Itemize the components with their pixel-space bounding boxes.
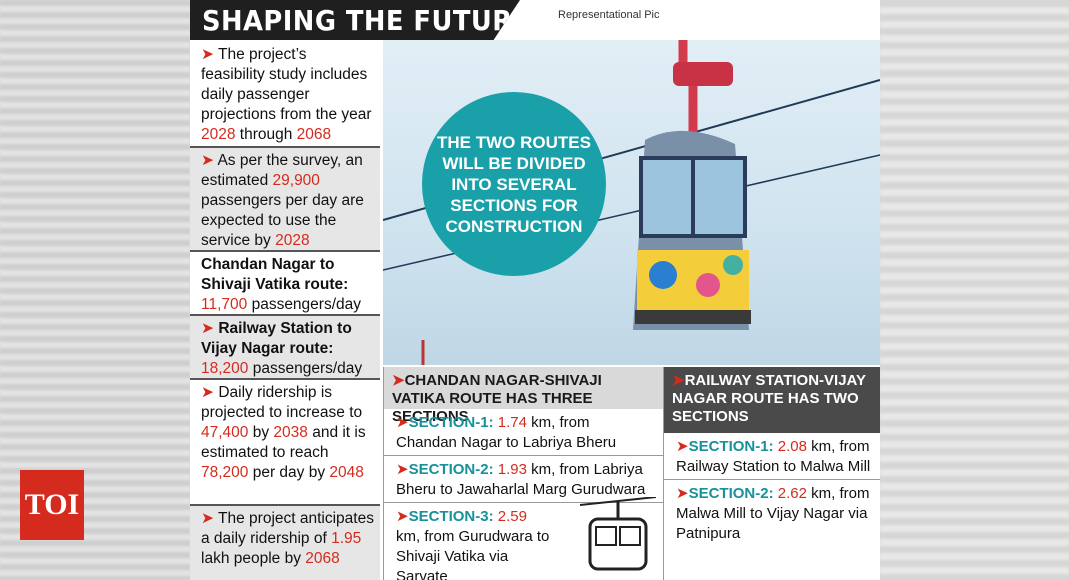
arrow-icon: ➤	[676, 438, 689, 455]
section-label: SECTION-2:	[408, 461, 494, 478]
arrow-icon: ➤	[392, 372, 405, 389]
route-a-section-3: ➤SECTION-3: 2.59 km, from Gurudwara to S…	[384, 503, 664, 580]
bullet-number: 2048	[329, 464, 364, 481]
route-a-box: ➤CHANDAN NAGAR-SHIVAJI VATIKA ROUTE HAS …	[383, 367, 664, 580]
section-label: SECTION-2:	[688, 485, 774, 502]
bullet-text: passengers/day	[248, 360, 363, 377]
bullet-number: 78,200	[201, 464, 249, 481]
bullet-text: The project’s feasibility study includes…	[201, 46, 372, 123]
info-circle: THE TWO ROUTES WILL BE DIVIDED INTO SEVE…	[422, 92, 606, 276]
bullet-number: 2068	[305, 550, 340, 567]
route-b-heading-text: RAILWAY STATION-VIJAY NAGAR ROUTE HAS TW…	[672, 372, 866, 425]
section-text: km, from Labriya Bheru to Jawaharlal Mar…	[396, 461, 646, 498]
pic-credit: Representational Pic	[558, 9, 660, 21]
section-text: km, from Chandan Nagar to Labriya Bheru	[396, 414, 617, 451]
list-item: Chandan Nagar to Shivaji Vatika route: 1…	[190, 252, 380, 314]
page-title: SHAPING THE FUTURE	[202, 4, 531, 37]
list-item: ➤ The project’s feasibility study includ…	[190, 42, 380, 146]
arrow-icon: ➤	[396, 461, 409, 478]
arrow-icon: ➤	[672, 372, 685, 389]
bullet-text: through	[235, 126, 297, 143]
bullet-number: 2068	[296, 126, 332, 143]
list-item: ➤ The project anticipates a daily riders…	[190, 506, 380, 580]
arrow-icon: ➤	[201, 510, 214, 527]
divider	[384, 502, 664, 503]
route-label: Chandan Nagar to Shivaji Vatika route:	[201, 256, 349, 293]
bullet-text: The project anticipates a daily ridershi…	[201, 510, 374, 547]
bullet-text: As per the survey, an estimated	[201, 152, 363, 189]
bullet-number: 47,400	[201, 424, 249, 441]
route-a-heading-text: CHANDAN NAGAR-SHIVAJI VATIKA ROUTE HAS T…	[392, 372, 602, 425]
bullet-text: by	[248, 424, 274, 441]
list-item: ➤ Daily ridership is projected to increa…	[190, 380, 380, 504]
info-circle-text: THE TWO ROUTES WILL BE DIVIDED INTO SEVE…	[437, 132, 591, 236]
list-item: ➤ Railway Station to Vijay Nagar route: …	[190, 316, 380, 378]
section-km: 2.08	[777, 438, 807, 455]
divider	[190, 314, 380, 316]
bullet-text: per day by	[248, 464, 330, 481]
section-km: 1.74	[497, 414, 527, 431]
arrow-icon: ➤	[396, 508, 409, 525]
bullet-number: 2028	[275, 232, 310, 249]
route-b-section-2: ➤SECTION-2: 2.62 km, from Malwa Mill to …	[664, 480, 880, 546]
route-b-box: ➤RAILWAY STATION-VIJAY NAGAR ROUTE HAS T…	[663, 367, 880, 580]
bullet-list: ➤ The project’s feasibility study includ…	[190, 40, 380, 580]
divider	[190, 146, 380, 148]
divider	[664, 479, 880, 480]
divider	[190, 504, 380, 506]
bullet-number: 2038	[273, 424, 308, 441]
arrow-icon: ➤	[201, 384, 214, 401]
arrow-icon: ➤	[201, 152, 214, 169]
cable-car-icon	[580, 497, 656, 571]
route-b-section-1: ➤SECTION-1: 2.08 km, from Railway Statio…	[664, 433, 880, 479]
cable-car-illustration	[382, 40, 880, 365]
bullet-number: 11,700	[201, 296, 248, 313]
arrow-icon: ➤	[201, 320, 214, 337]
list-item: ➤ As per the survey, an estimated 29,900…	[190, 148, 380, 250]
background-right	[880, 0, 1069, 580]
bullet-text: and it is estimated to reach	[201, 424, 366, 461]
route-label: Railway Station to Vijay Nagar route:	[201, 320, 352, 357]
cable-car-photo	[382, 40, 880, 365]
section-label: SECTION-3:	[408, 508, 494, 525]
route-a-section-2: ➤SECTION-2: 1.93 km, from Labriya Bheru …	[384, 456, 664, 502]
route-a-heading: ➤CHANDAN NAGAR-SHIVAJI VATIKA ROUTE HAS …	[384, 367, 664, 425]
divider	[190, 378, 380, 380]
section-km: 2.59	[497, 508, 527, 525]
header-bar: SHAPING THE FUTURE	[190, 0, 520, 40]
bullet-text: passengers/day	[247, 296, 362, 313]
toi-logo[interactable]: TOI	[20, 470, 84, 540]
bullet-number: 29,900	[272, 172, 320, 189]
infographic-panel: SHAPING THE FUTURE Representational Pic …	[190, 0, 880, 580]
bullet-text: lakh people by	[201, 550, 306, 567]
section-km: 1.93	[497, 461, 527, 478]
section-text: km, from Gurudwara to Shivaji Vatika via…	[396, 528, 550, 580]
section-km: 2.62	[777, 485, 807, 502]
section-label: SECTION-1:	[408, 414, 494, 431]
bullet-text: Daily ridership is projected to increase…	[201, 384, 363, 421]
bullet-number: 18,200	[201, 360, 249, 377]
bullet-number: 1.95	[331, 530, 362, 547]
section-label: SECTION-1:	[688, 438, 774, 455]
arrow-icon: ➤	[396, 414, 409, 431]
section-text: km, from Malwa Mill to Vijay Nagar via P…	[676, 485, 870, 542]
bullet-text: passengers per day are expected to use t…	[201, 192, 364, 249]
bullet-number: 2028	[201, 126, 236, 143]
route-b-heading: ➤RAILWAY STATION-VIJAY NAGAR ROUTE HAS T…	[664, 367, 880, 433]
route-a-section-1: ➤SECTION-1: 1.74 km, from Chandan Nagar …	[384, 409, 664, 455]
arrow-icon: ➤	[676, 485, 689, 502]
divider	[190, 250, 380, 252]
divider	[384, 455, 664, 456]
section-text: km, from Railway Station to Malwa Mill	[676, 438, 871, 475]
arrow-icon: ➤	[201, 46, 214, 63]
